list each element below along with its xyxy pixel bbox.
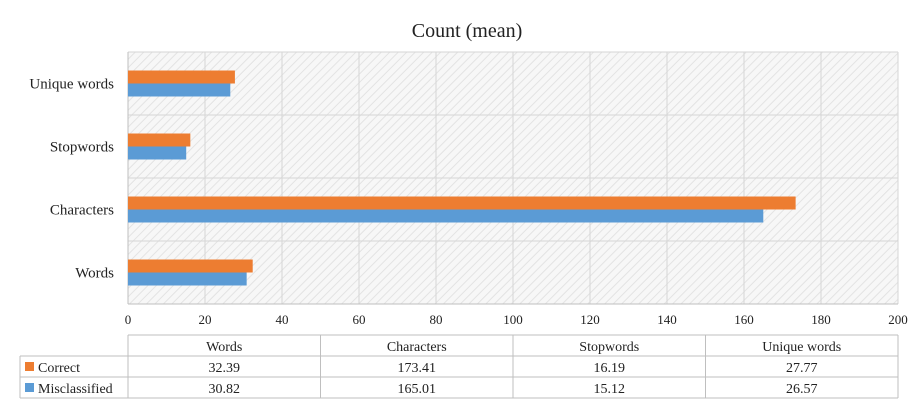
x-tick-label: 200: [888, 312, 908, 327]
x-tick-label: 100: [503, 312, 523, 327]
bar-correct-unique-words: [128, 70, 235, 84]
table-cell: 27.77: [786, 361, 818, 376]
table-cell: 165.01: [398, 382, 437, 397]
bar-misclassified-characters: [128, 209, 764, 223]
table-cell: 15.12: [594, 382, 626, 397]
x-tick-label: 60: [353, 312, 366, 327]
x-tick-label: 0: [125, 312, 132, 327]
category-label: Characters: [50, 203, 114, 219]
table-cell: 173.41: [398, 361, 437, 376]
table-cell: 30.82: [209, 382, 241, 397]
bar-correct-characters: [128, 196, 796, 210]
x-tick-label: 140: [657, 312, 677, 327]
x-tick-label: 120: [580, 312, 600, 327]
category-label: Unique words: [29, 77, 114, 93]
bar-misclassified-stopwords: [128, 146, 187, 160]
x-tick-label: 20: [199, 312, 212, 327]
table-header: Words: [206, 340, 242, 355]
category-label: Words: [75, 266, 114, 282]
bar-misclassified-unique-words: [128, 83, 231, 97]
table-header: Characters: [387, 340, 447, 355]
bar-correct-words: [128, 259, 253, 273]
bar-correct-stopwords: [128, 133, 191, 147]
table-cell: 26.57: [786, 382, 818, 397]
x-tick-label: 40: [276, 312, 289, 327]
x-tick-label: 80: [430, 312, 443, 327]
legend-label: Misclassified: [38, 382, 113, 397]
table-cell: 32.39: [209, 361, 241, 376]
chart-title: Count (mean): [412, 20, 523, 42]
table-header: Stopwords: [579, 340, 639, 355]
table-cell: 16.19: [594, 361, 626, 376]
category-labels: Words Characters Stopwords Unique words: [29, 77, 114, 282]
bar-misclassified-words: [128, 272, 247, 286]
bars: [128, 70, 796, 286]
table-header: Unique words: [762, 340, 841, 355]
data-table: Words Characters Stopwords Unique words Corr…: [19, 334, 899, 399]
x-tick-label: 160: [734, 312, 754, 327]
legend-swatch-misclassified: [25, 383, 34, 392]
legend-label: Correct: [38, 361, 80, 376]
category-label: Stopwords: [50, 140, 114, 156]
gridlines: [127, 51, 899, 305]
x-tick-label: 180: [811, 312, 831, 327]
legend-swatch-correct: [25, 362, 34, 371]
tick-labels: 0 20 40 60 80 100 120 140 160 180 200: [125, 312, 908, 327]
